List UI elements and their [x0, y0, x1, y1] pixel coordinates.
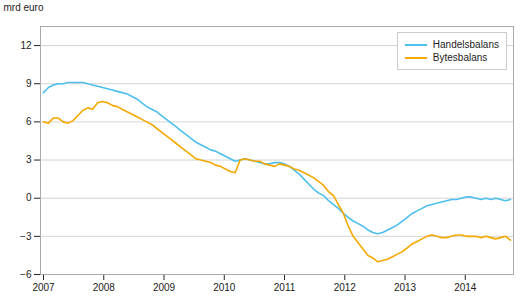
svg-text:−3: −3: [20, 231, 32, 242]
svg-text:2007: 2007: [32, 282, 55, 293]
svg-text:6: 6: [26, 116, 32, 127]
svg-text:2011: 2011: [274, 282, 296, 293]
svg-text:12: 12: [20, 40, 32, 51]
svg-text:−6: −6: [20, 269, 32, 280]
svg-text:2014: 2014: [454, 282, 477, 293]
svg-text:0: 0: [26, 192, 32, 203]
svg-text:2013: 2013: [394, 282, 417, 293]
svg-text:2008: 2008: [93, 282, 116, 293]
svg-text:2010: 2010: [213, 282, 236, 293]
html-text:Bytesbalans: Bytesbalans: [432, 52, 488, 63]
svg-text:2012: 2012: [334, 282, 357, 293]
svg-text:9: 9: [26, 78, 32, 89]
svg-text:2009: 2009: [153, 282, 176, 293]
html-text:Handelsbalans: Handelsbalans: [432, 39, 499, 50]
svg-text:3: 3: [26, 154, 32, 165]
svg-text:mrd euro: mrd euro: [4, 2, 44, 13]
